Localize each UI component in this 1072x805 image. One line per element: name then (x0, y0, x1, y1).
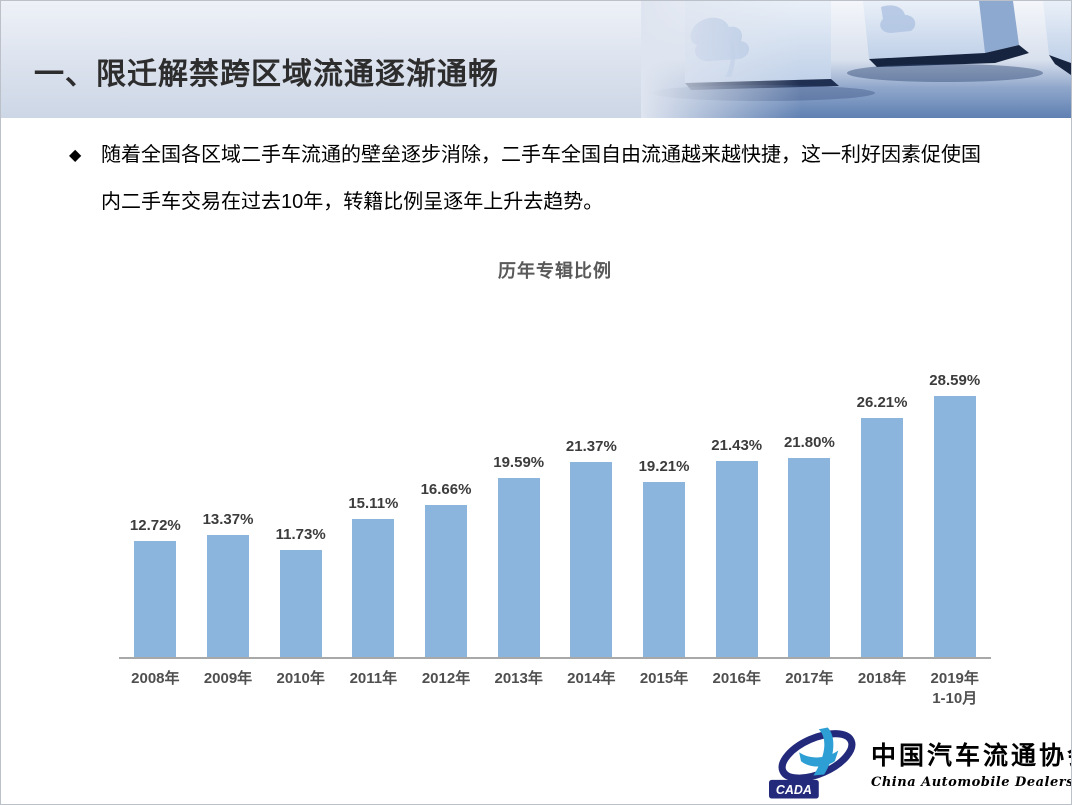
chart-column: 16.66% (410, 367, 483, 657)
bar (715, 461, 758, 657)
header-cubes-image (641, 1, 1071, 118)
chart-column: 12.72% (119, 367, 192, 657)
bar (425, 505, 468, 657)
bullet-paragraph: ◆ 随着全国各区域二手车流通的壁垒逐步消除，二手车全国自由流通越来越快捷，这一利… (69, 132, 1019, 226)
chart-column: 19.21% (628, 367, 701, 657)
page-title: 一、限迁解禁跨区域流通逐渐通畅 (34, 58, 499, 91)
bar (643, 482, 686, 657)
diamond-bullet-icon: ◆ (69, 147, 82, 164)
bar (933, 396, 976, 657)
x-axis-label: 2011年 (349, 670, 398, 687)
chart-column: 28.59% (918, 367, 991, 657)
bar (570, 462, 613, 657)
bar-value-label: 13.37% (202, 511, 254, 528)
cada-acronym: CADA (776, 783, 812, 797)
bar (788, 458, 831, 657)
bar-value-label: 11.73% (275, 526, 326, 543)
chart-axis: 2008年 2009年 2010年 2011年 2012年 2013年 2014年 2015年… (119, 657, 991, 709)
chart-column: 19.59% (482, 367, 555, 657)
chart-column: 21.80% (773, 367, 846, 657)
chart-plot: 12.72% 13.37% 11.73% 15.11% 16.66% 19.59% 21.3… (119, 367, 991, 657)
bar-value-label: 21.80% (783, 434, 835, 451)
cada-logo-emblem: CADA (769, 727, 856, 799)
bar (279, 550, 322, 657)
x-axis-label: 2013年 (494, 670, 543, 687)
header-band: 一、限迁解禁跨区域流通逐渐通畅 (1, 1, 1071, 118)
x-axis-label: 2010年 (276, 670, 325, 687)
x-axis-label: 2015年 (639, 670, 689, 687)
bar-value-label: 16.66% (420, 481, 472, 498)
chart-title: 历年专辑比例 (498, 261, 612, 281)
x-axis-label: 2008年 (131, 670, 180, 687)
bar-value-label: 19.59% (493, 454, 545, 471)
association-name-cn: 中国汽车流通协会 (871, 741, 1071, 770)
chart-column: 21.37% (555, 367, 628, 657)
cada-logo: CADA 中国汽车流通协会 China Automobile Dealers A… (769, 723, 1072, 803)
bar-value-label: 26.21% (856, 394, 908, 411)
x-axis-label: 2016年 (712, 670, 761, 687)
bar-value-label: 28.59% (929, 372, 981, 389)
chart-column: 15.11% (337, 367, 410, 657)
bar-value-label: 21.37% (565, 438, 617, 455)
bar (497, 478, 540, 657)
bar (352, 519, 395, 657)
bar (134, 541, 177, 657)
x-axis-label: 2014年 (567, 670, 616, 687)
x-axis-label: 2019年 1-10月 (930, 670, 979, 707)
chart-column: 11.73% (264, 367, 337, 657)
chart-column: 26.21% (846, 367, 919, 657)
bar-value-label: 15.11% (348, 495, 399, 512)
chart-column: 21.43% (700, 367, 773, 657)
x-axis-label: 2009年 (203, 670, 253, 687)
x-axis-label: 2012年 (421, 670, 471, 687)
bar (207, 535, 249, 657)
x-axis-label: 2018年 (857, 670, 907, 687)
bullet-text: 随着全国各区域二手车流通的壁垒逐步消除，二手车全国自由流通越来越快捷，这一利好因… (101, 144, 981, 213)
bar (861, 418, 904, 657)
association-name-en: China Automobile Dealers Association (871, 775, 1072, 790)
cada-logo-text: 中国汽车流通协会 China Automobile Dealers Associ… (871, 736, 1072, 790)
chart-column: 13.37% (192, 367, 265, 657)
bar-value-label: 12.72% (129, 517, 181, 534)
bar-value-label: 19.21% (638, 458, 690, 475)
x-axis-label: 2017年 (785, 670, 834, 687)
bar-value-label: 21.43% (711, 437, 763, 454)
